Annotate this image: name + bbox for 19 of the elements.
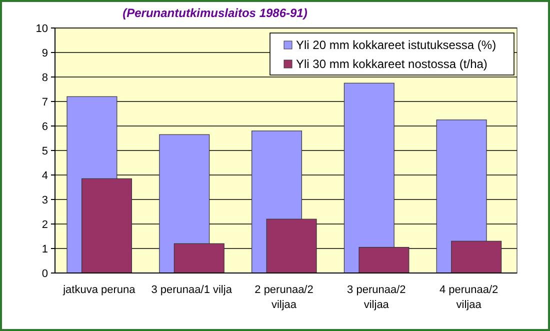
y-tick-label: 5 xyxy=(42,145,48,158)
legend-label: Yli 20 mm kokkareet istutuksessa (%) xyxy=(296,38,496,52)
x-tick-label: jatkuva peruna xyxy=(62,284,136,296)
y-tick-label: 10 xyxy=(36,22,48,35)
x-tick-label: 4 perunaa/2 viljaa xyxy=(439,284,498,311)
y-tick-label: 1 xyxy=(42,243,48,256)
y-tick-label: 9 xyxy=(42,47,48,60)
y-tick-label: 4 xyxy=(42,170,48,182)
y-tick-label: 6 xyxy=(42,120,48,133)
legend-label: Yli 30 mm kokkareet nostossa (t/ha) xyxy=(296,57,488,72)
y-tick-label: 0 xyxy=(42,268,48,280)
y-tick-label: 3 xyxy=(42,194,48,206)
x-tick-label: 2 perunaa/2 viljaa xyxy=(254,284,314,311)
x-tick-label: 3 perunaa/2 viljaa xyxy=(347,284,406,311)
x-tick-label: 3 perunaa/1 vilja xyxy=(151,284,233,296)
y-tick-label: 2 xyxy=(42,218,48,231)
chart-title: (Perunantutkimuslaitos 1986-91) xyxy=(122,6,308,20)
y-tick-label: 7 xyxy=(42,96,48,108)
y-tick-label: 8 xyxy=(42,72,48,84)
